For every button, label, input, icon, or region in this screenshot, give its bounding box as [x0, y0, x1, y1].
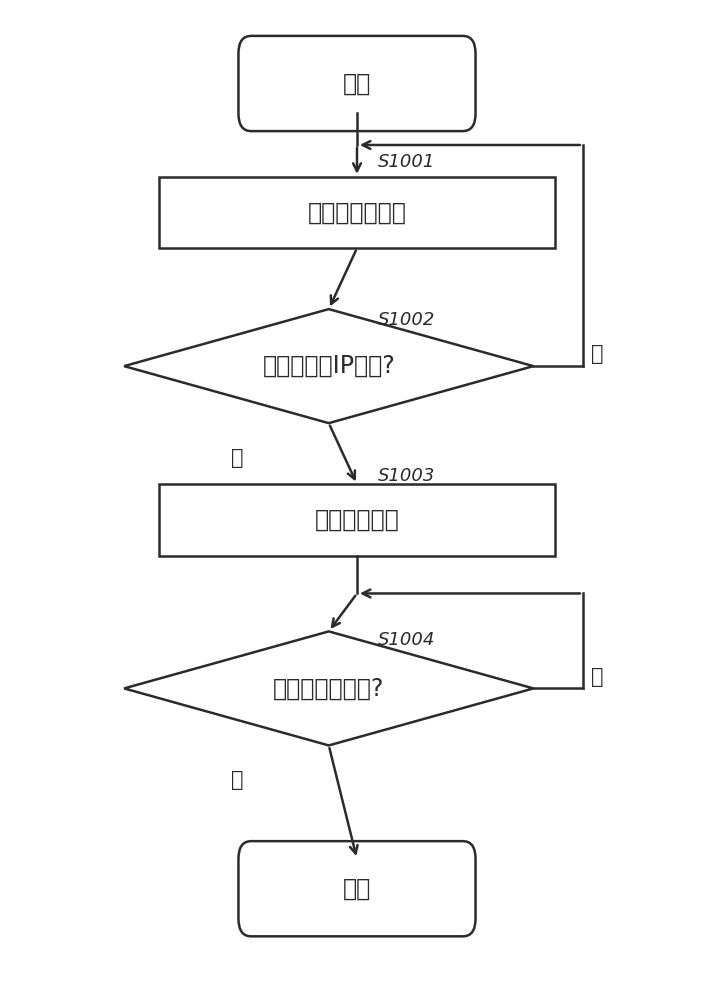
Text: 开始: 开始 [343, 71, 371, 95]
Text: 否: 否 [591, 344, 604, 364]
Text: 是: 是 [231, 448, 243, 468]
Text: 是: 是 [231, 770, 243, 790]
Text: 验证通信数据包: 验证通信数据包 [308, 200, 406, 224]
Text: S1001: S1001 [378, 153, 436, 171]
Text: 否: 否 [591, 667, 604, 687]
Polygon shape [124, 309, 533, 423]
FancyBboxPatch shape [238, 841, 476, 936]
Text: S1002: S1002 [378, 311, 436, 329]
Text: S1003: S1003 [378, 467, 436, 485]
Text: 发出安全警告: 发出安全警告 [315, 508, 399, 532]
FancyBboxPatch shape [238, 36, 476, 131]
Text: 检测到通信终止?: 检测到通信终止? [273, 676, 384, 700]
Text: 结束: 结束 [343, 877, 371, 901]
Bar [159, 177, 555, 248]
Polygon shape [124, 631, 533, 745]
Text: 检测到全局IP地址?: 检测到全局IP地址? [263, 354, 395, 378]
Bar [159, 484, 555, 556]
Text: S1004: S1004 [378, 631, 436, 649]
